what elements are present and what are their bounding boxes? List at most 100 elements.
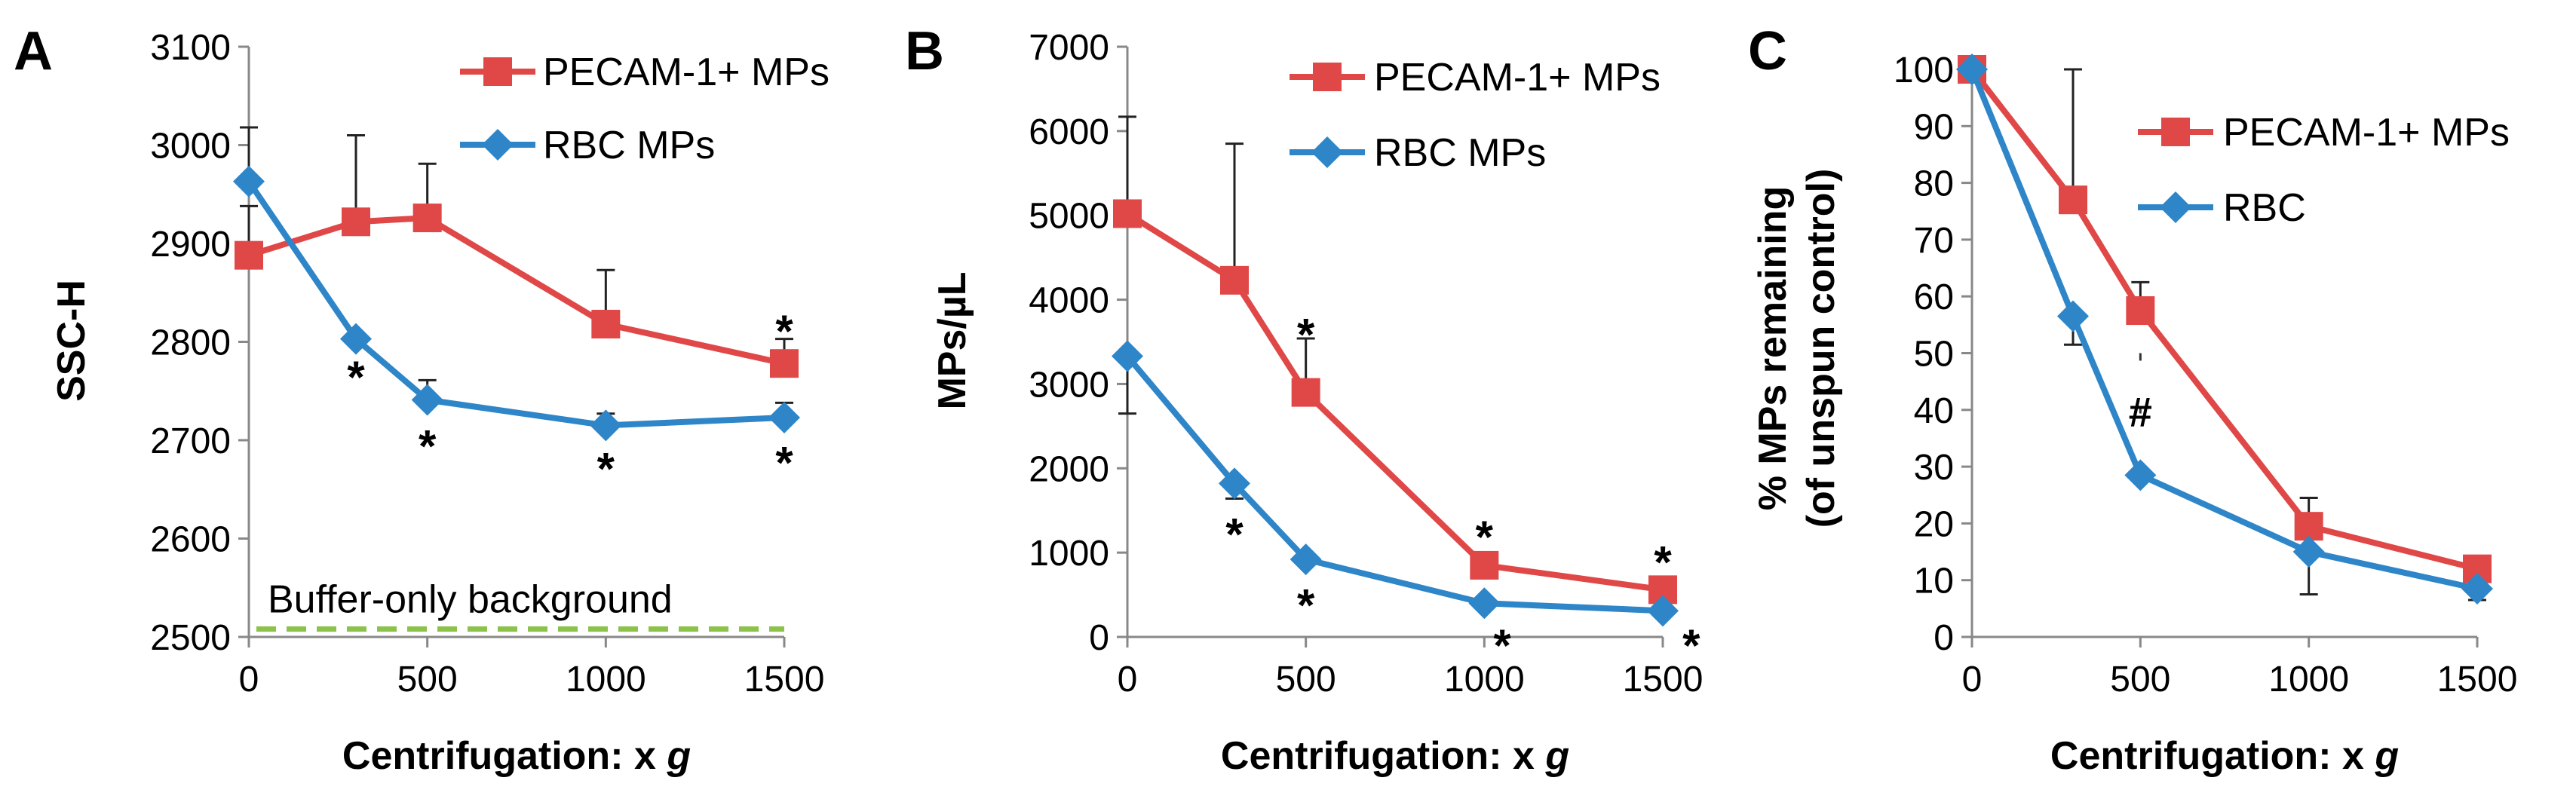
x-tick-label: 1500 (2437, 660, 2518, 700)
legend-swatch-marker (2161, 118, 2190, 146)
significance-star: * (597, 444, 615, 494)
y-tick-label: 30 (1914, 448, 1954, 488)
significance-hash: # (2129, 388, 2152, 436)
data-point-pecam (770, 349, 799, 378)
data-point-pecam (235, 240, 263, 270)
data-point-pecam (2294, 512, 2323, 541)
x-tick-label: 500 (397, 660, 458, 700)
data-point-rbc (2292, 536, 2325, 568)
y-tick-label: 0 (1089, 618, 1109, 658)
legend-label: RBC MPs (1374, 131, 1546, 175)
data-point-rbc (1290, 543, 1322, 576)
data-point-pecam (2059, 185, 2087, 215)
x-tick-label: 1000 (566, 660, 646, 700)
legend-entry: PECAM-1+ MPs (1290, 56, 1661, 99)
data-point-rbc (768, 401, 800, 433)
significance-star: * (1476, 512, 1494, 562)
significance-star: * (419, 421, 437, 472)
x-tick-label: 0 (239, 660, 259, 700)
data-point-rbc (2057, 300, 2089, 332)
significance-star: * (347, 352, 365, 403)
legend-swatch-marker (1313, 63, 1342, 91)
y-tick-label: 0 (1934, 618, 1954, 658)
significance-star: * (775, 438, 793, 488)
y-tick-label: 6000 (1029, 112, 1109, 152)
legend-label: PECAM-1+ MPs (543, 51, 830, 94)
data-point-pecam (342, 207, 370, 237)
data-point-rbc (1468, 587, 1501, 620)
significance-star: * (1297, 309, 1315, 360)
significance-star: * (1682, 620, 1700, 671)
y-tick-label: 2900 (150, 225, 231, 265)
y-tick-label: 50 (1914, 335, 1954, 375)
y-tick-label: 3000 (1029, 365, 1109, 405)
x-tick-label: 1000 (1444, 660, 1525, 700)
y-tick-label: 1000 (1029, 534, 1109, 574)
y-tick-label: 2600 (150, 520, 231, 560)
y-axis-label: % MPs remaining (1751, 186, 1795, 511)
y-tick-label: 3100 (150, 28, 231, 68)
data-point-pecam (2126, 296, 2155, 326)
data-point-rbc (1219, 467, 1250, 500)
legend-entry: RBC MPs (1290, 131, 1546, 175)
y-tick-label: 60 (1914, 277, 1954, 317)
x-tick-label: 1000 (2268, 660, 2349, 700)
panel-letter: C (1748, 21, 1787, 81)
data-point-rbc (590, 409, 622, 442)
significance-star: * (1654, 537, 1672, 587)
y-tick-label: 20 (1914, 504, 1954, 544)
y-tick-label: 70 (1914, 221, 1954, 261)
data-point-rbc (340, 323, 372, 355)
x-tick-label: 0 (1962, 660, 1983, 700)
chart-panel-b: B 0 1000 2000 3000 4000 5000 6000 7000 0 500 1000 15… (905, 21, 1703, 778)
x-axis-label: Centrifugation: x g (1221, 734, 1569, 778)
significance-star: * (1225, 509, 1244, 559)
y-tick-label: 10 (1914, 562, 1954, 602)
y-tick-label: 80 (1914, 164, 1954, 204)
x-axis-label: Centrifugation: x g (342, 734, 691, 778)
data-point-rbc (233, 165, 265, 197)
x-tick-label: 1500 (744, 660, 825, 700)
y-tick-label: 5000 (1029, 197, 1109, 237)
data-point-rbc (1647, 595, 1679, 627)
y-tick-label: 40 (1914, 391, 1954, 431)
significance-star: * (1493, 620, 1511, 671)
x-tick-label: 1500 (1623, 660, 1704, 700)
significance-star: * (775, 306, 793, 357)
legend-swatch-marker (1311, 136, 1343, 168)
data-point-rbc (411, 384, 443, 416)
legend-entry: RBC MPs (460, 124, 715, 167)
y-tick-label: 2700 (150, 421, 231, 461)
chart-panel-a: A 2500 2600 2700 2800 2900 3000 3100 0 500 1000 150… (14, 21, 830, 778)
y-axis-label: SSC-H (50, 280, 94, 402)
data-point-pecam (1113, 199, 1142, 228)
y-tick-label: 90 (1914, 107, 1954, 147)
data-point-rbc (1956, 54, 1988, 85)
legend-entry: PECAM-1+ MPs (2138, 111, 2510, 155)
data-point-pecam (591, 310, 621, 339)
legend-entry: PECAM-1+ MPs (460, 51, 830, 94)
series-line-pecam (247, 215, 785, 367)
series-line-rbc (1124, 354, 1664, 614)
y-tick-label: 100 (1894, 51, 1954, 90)
y-tick-label: 3000 (150, 127, 231, 167)
panel-letter: A (14, 21, 53, 81)
legend-swatch-marker (482, 129, 514, 161)
y-axis-label-line2: (of unspun control) (1799, 169, 1843, 528)
buffer-background-label: Buffer-only background (268, 578, 673, 622)
legend-label: PECAM-1+ MPs (2223, 111, 2510, 155)
legend-label: RBC MPs (543, 124, 715, 167)
x-axis-label: Centrifugation: x g (2050, 734, 2399, 778)
y-tick-label: 2000 (1029, 449, 1109, 489)
x-tick-label: 500 (2110, 660, 2170, 700)
panel-letter: B (905, 21, 944, 81)
data-point-pecam (1470, 550, 1499, 580)
legend-label: RBC (2223, 186, 2306, 230)
y-tick-label: 2800 (150, 323, 231, 363)
legend-entry: RBC (2138, 186, 2306, 230)
y-axis-label: MPs/µL (931, 271, 974, 409)
data-point-rbc (2461, 572, 2493, 605)
y-tick-label: 2500 (150, 618, 231, 658)
legend-label: PECAM-1+ MPs (1374, 56, 1661, 99)
